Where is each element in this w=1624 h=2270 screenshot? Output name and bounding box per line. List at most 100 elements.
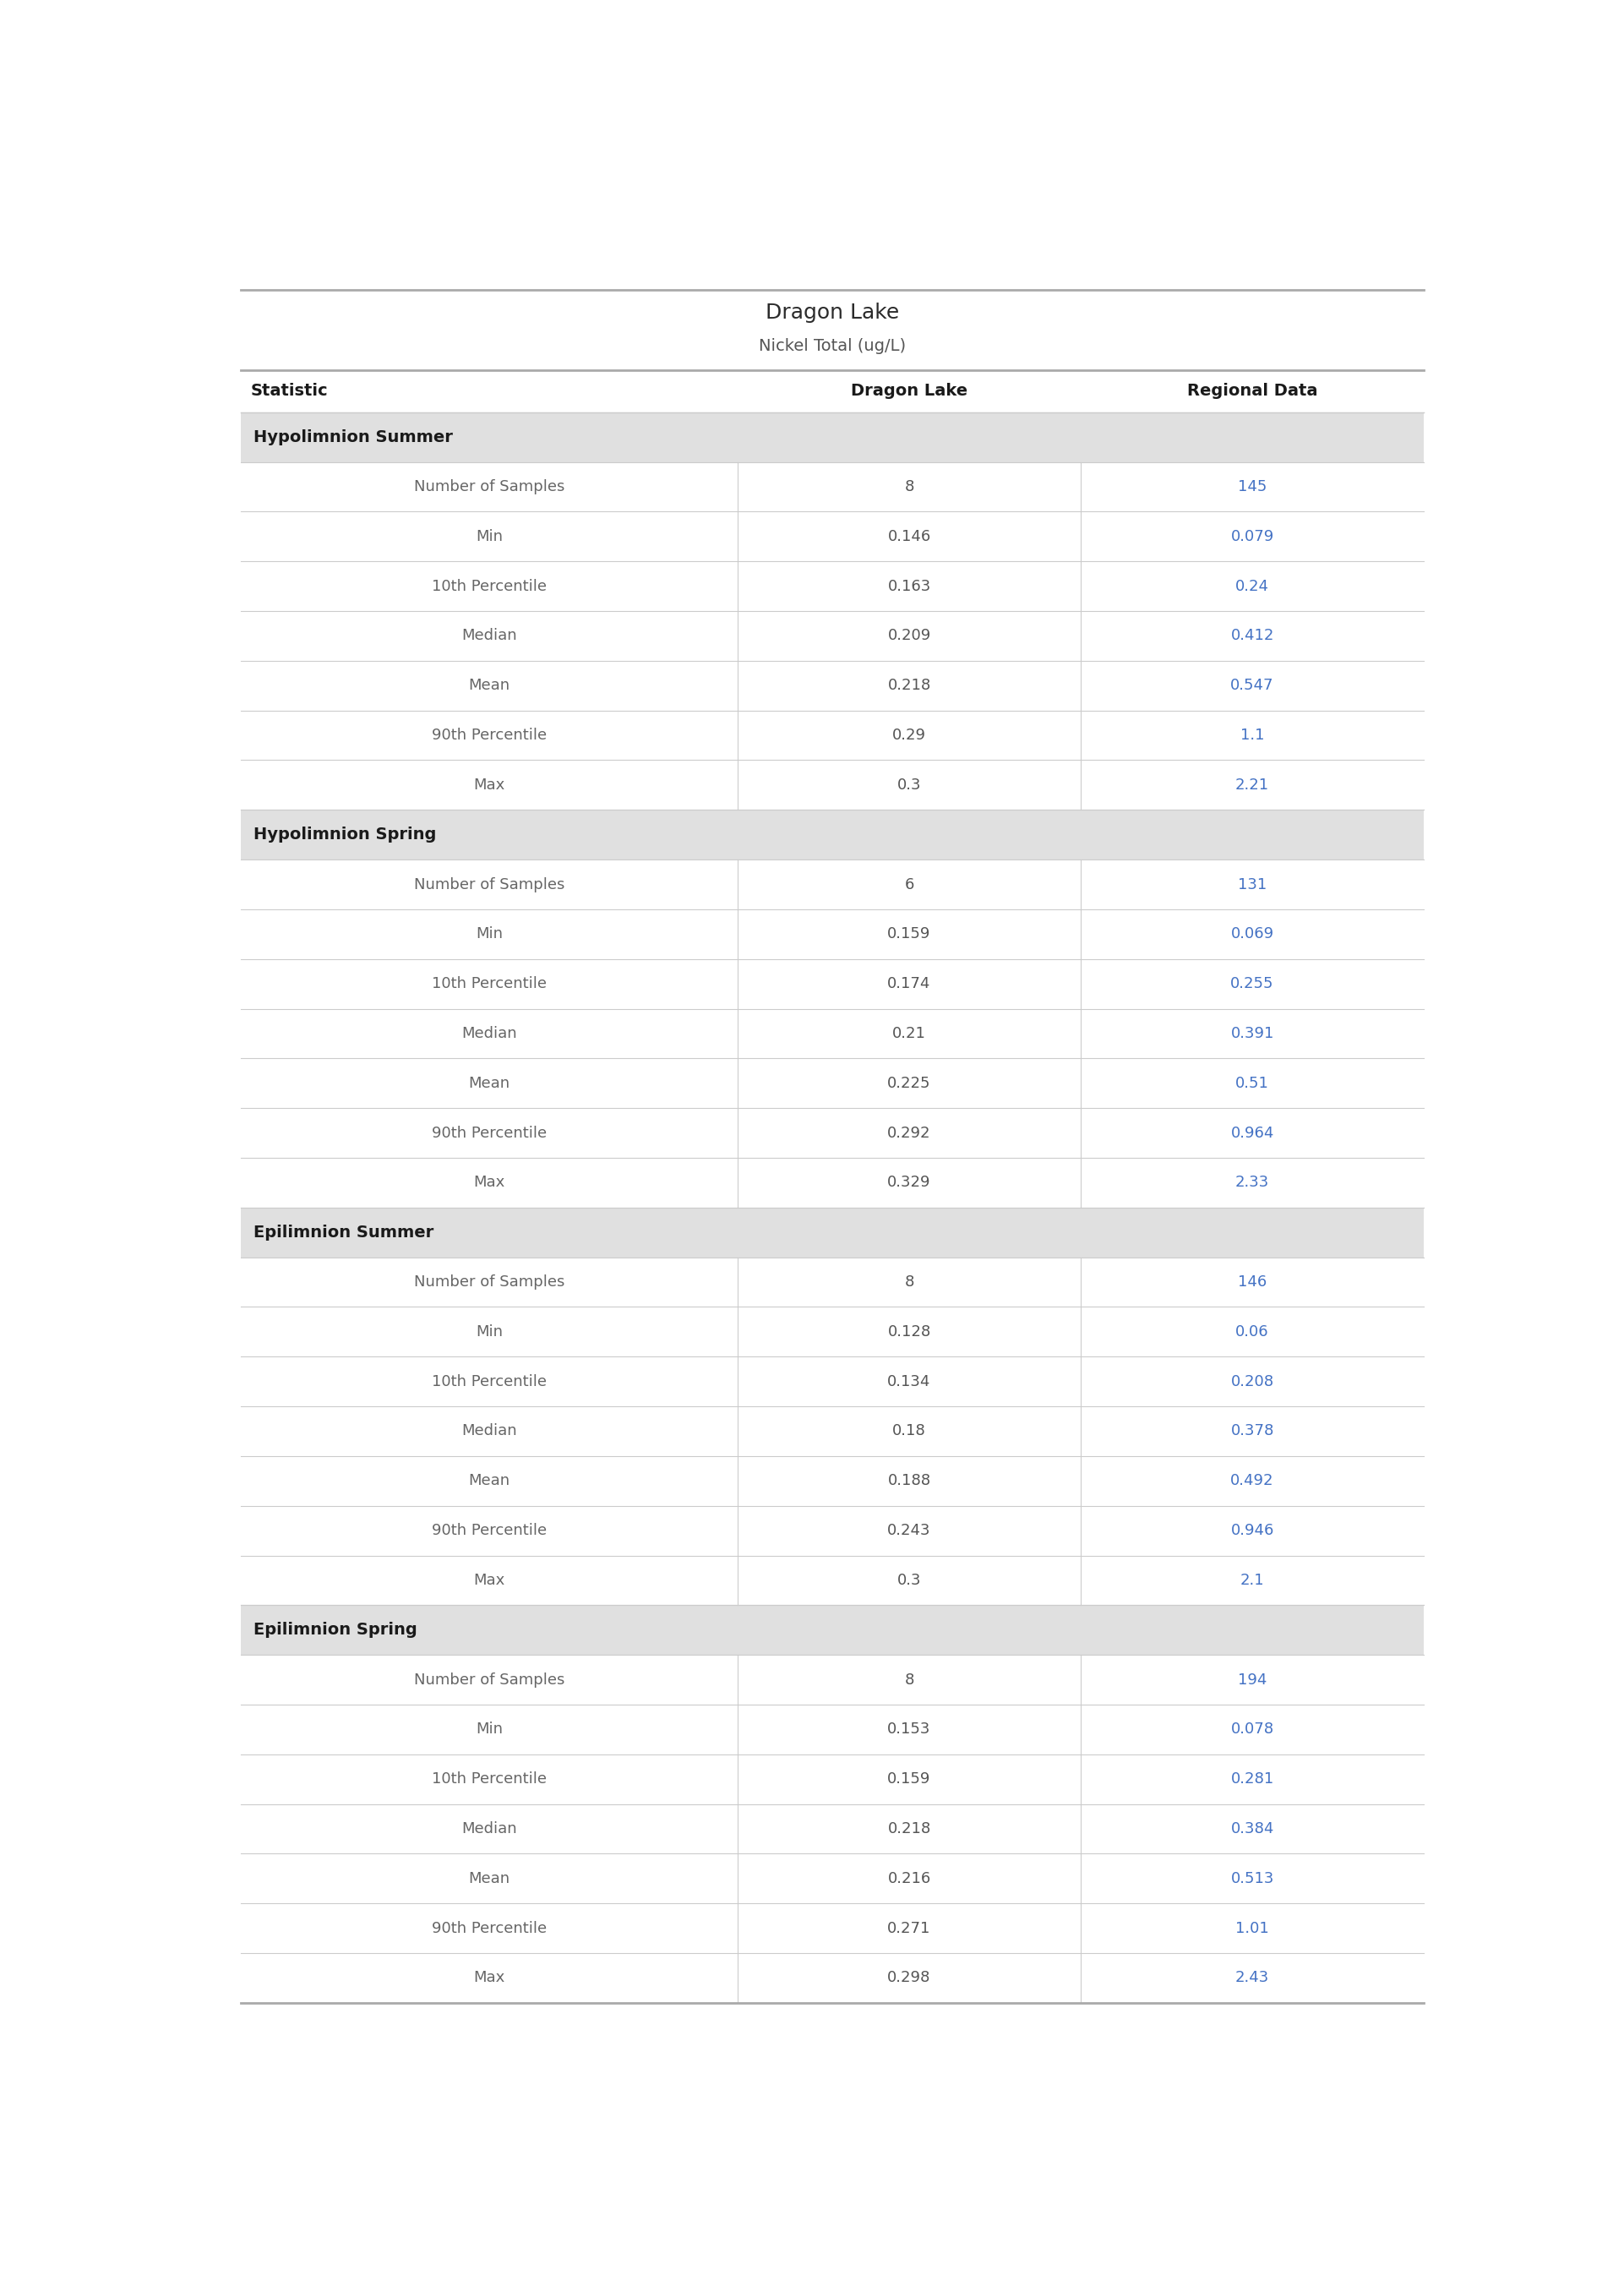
Text: Median: Median bbox=[461, 629, 516, 642]
Text: Min: Min bbox=[476, 1723, 503, 1737]
Text: 0.188: 0.188 bbox=[888, 1473, 931, 1489]
Bar bbox=[240, 860, 1424, 910]
Text: Number of Samples: Number of Samples bbox=[414, 479, 565, 495]
Text: 0.298: 0.298 bbox=[887, 1970, 931, 1986]
Text: 0.209: 0.209 bbox=[888, 629, 931, 642]
Text: 0.18: 0.18 bbox=[893, 1423, 926, 1439]
Text: 0.21: 0.21 bbox=[892, 1026, 926, 1042]
Text: 0.069: 0.069 bbox=[1231, 926, 1273, 942]
Bar bbox=[240, 1308, 1424, 1357]
Text: 10th Percentile: 10th Percentile bbox=[432, 579, 547, 595]
Text: 90th Percentile: 90th Percentile bbox=[432, 1126, 547, 1140]
Text: Median: Median bbox=[461, 1821, 516, 1836]
Text: 0.29: 0.29 bbox=[892, 729, 926, 742]
Bar bbox=[240, 1952, 1424, 2002]
Bar bbox=[240, 1905, 1424, 1952]
Text: Median: Median bbox=[461, 1026, 516, 1042]
Text: 0.218: 0.218 bbox=[888, 679, 931, 692]
Text: 0.292: 0.292 bbox=[887, 1126, 931, 1140]
Text: Dragon Lake: Dragon Lake bbox=[851, 384, 968, 400]
Bar bbox=[240, 1058, 1424, 1108]
Bar bbox=[240, 1108, 1424, 1158]
Text: Median: Median bbox=[461, 1423, 516, 1439]
Text: Hypolimnion Spring: Hypolimnion Spring bbox=[253, 826, 437, 842]
Text: 0.146: 0.146 bbox=[888, 529, 931, 545]
Text: Number of Samples: Number of Samples bbox=[414, 1673, 565, 1687]
Text: Mean: Mean bbox=[468, 1473, 510, 1489]
Text: Min: Min bbox=[476, 1323, 503, 1339]
Text: Max: Max bbox=[474, 1176, 505, 1189]
Text: 145: 145 bbox=[1237, 479, 1267, 495]
Text: Regional Data: Regional Data bbox=[1187, 384, 1317, 400]
Bar bbox=[240, 370, 1424, 413]
Text: 131: 131 bbox=[1237, 876, 1267, 892]
Text: 10th Percentile: 10th Percentile bbox=[432, 976, 547, 992]
Bar bbox=[240, 1605, 1424, 1655]
Bar bbox=[240, 1258, 1424, 1308]
Bar bbox=[240, 461, 1424, 511]
Bar bbox=[240, 1755, 1424, 1805]
Bar bbox=[240, 1407, 1424, 1455]
Text: 0.134: 0.134 bbox=[887, 1373, 931, 1389]
Bar bbox=[240, 1655, 1424, 1705]
Text: Max: Max bbox=[474, 1970, 505, 1986]
Bar bbox=[240, 1208, 1424, 1258]
Text: 0.391: 0.391 bbox=[1231, 1026, 1273, 1042]
Text: Min: Min bbox=[476, 926, 503, 942]
Text: 0.946: 0.946 bbox=[1231, 1523, 1273, 1539]
Text: 0.51: 0.51 bbox=[1236, 1076, 1268, 1092]
Text: Mean: Mean bbox=[468, 1870, 510, 1886]
Text: 0.218: 0.218 bbox=[888, 1821, 931, 1836]
Text: 0.153: 0.153 bbox=[887, 1723, 931, 1737]
Text: 10th Percentile: 10th Percentile bbox=[432, 1373, 547, 1389]
Bar bbox=[240, 1158, 1424, 1208]
Bar bbox=[240, 711, 1424, 760]
Text: 8: 8 bbox=[905, 1273, 914, 1289]
Text: 0.384: 0.384 bbox=[1231, 1821, 1273, 1836]
Text: 2.1: 2.1 bbox=[1241, 1573, 1265, 1589]
Bar bbox=[240, 810, 1424, 860]
Text: 0.378: 0.378 bbox=[1231, 1423, 1273, 1439]
Text: 90th Percentile: 90th Percentile bbox=[432, 1920, 547, 1936]
Text: 0.174: 0.174 bbox=[887, 976, 931, 992]
Text: 0.412: 0.412 bbox=[1231, 629, 1273, 642]
Text: 0.329: 0.329 bbox=[887, 1176, 931, 1189]
Bar bbox=[240, 1805, 1424, 1855]
Bar bbox=[240, 1455, 1424, 1505]
Text: 0.3: 0.3 bbox=[896, 776, 921, 792]
Text: 0.208: 0.208 bbox=[1231, 1373, 1273, 1389]
Text: 0.255: 0.255 bbox=[1231, 976, 1275, 992]
Text: 0.243: 0.243 bbox=[887, 1523, 931, 1539]
Text: 90th Percentile: 90th Percentile bbox=[432, 1523, 547, 1539]
Text: Min: Min bbox=[476, 529, 503, 545]
Bar bbox=[240, 1008, 1424, 1058]
Text: Statistic: Statistic bbox=[250, 384, 328, 400]
Text: 0.216: 0.216 bbox=[888, 1870, 931, 1886]
Bar bbox=[240, 1555, 1424, 1605]
Bar bbox=[240, 1855, 1424, 1905]
Bar bbox=[240, 1705, 1424, 1755]
Text: 0.225: 0.225 bbox=[887, 1076, 931, 1092]
Text: Hypolimnion Summer: Hypolimnion Summer bbox=[253, 429, 453, 445]
Text: 0.281: 0.281 bbox=[1231, 1771, 1273, 1786]
Bar bbox=[240, 291, 1424, 370]
Text: 10th Percentile: 10th Percentile bbox=[432, 1771, 547, 1786]
Bar bbox=[240, 661, 1424, 711]
Text: 0.159: 0.159 bbox=[887, 1771, 931, 1786]
Bar bbox=[240, 561, 1424, 611]
Text: Epilimnion Summer: Epilimnion Summer bbox=[253, 1224, 434, 1239]
Text: Max: Max bbox=[474, 776, 505, 792]
Bar bbox=[240, 958, 1424, 1008]
Text: 0.547: 0.547 bbox=[1231, 679, 1275, 692]
Text: 0.128: 0.128 bbox=[888, 1323, 931, 1339]
Text: 0.079: 0.079 bbox=[1231, 529, 1273, 545]
Text: 0.06: 0.06 bbox=[1236, 1323, 1268, 1339]
Text: 8: 8 bbox=[905, 1673, 914, 1687]
Text: Nickel Total (ug/L): Nickel Total (ug/L) bbox=[758, 338, 906, 354]
Text: 0.513: 0.513 bbox=[1231, 1870, 1273, 1886]
Text: 0.078: 0.078 bbox=[1231, 1723, 1273, 1737]
Text: 0.24: 0.24 bbox=[1236, 579, 1270, 595]
Text: Dragon Lake: Dragon Lake bbox=[765, 302, 900, 322]
Bar bbox=[240, 1505, 1424, 1555]
Text: 90th Percentile: 90th Percentile bbox=[432, 729, 547, 742]
